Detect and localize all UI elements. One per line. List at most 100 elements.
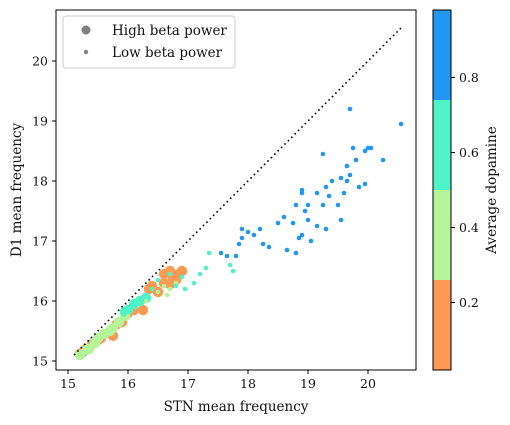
data-point — [257, 226, 263, 232]
colorbar-tick-label: 0.8 — [459, 70, 479, 85]
colorbar-bin — [433, 10, 451, 100]
data-point — [245, 229, 251, 235]
colorbar — [433, 10, 451, 370]
legend-marker-high-beta — [81, 25, 91, 35]
data-point — [302, 208, 308, 214]
y-tick-label: 20 — [32, 54, 48, 69]
data-point — [353, 157, 359, 163]
legend-marker-low-beta — [83, 49, 89, 55]
data-point — [314, 190, 320, 196]
data-point — [320, 151, 326, 157]
data-point — [284, 247, 290, 253]
data-point — [89, 343, 95, 349]
data-point — [101, 334, 107, 340]
data-point — [155, 277, 161, 283]
data-point — [113, 322, 119, 328]
colorbar-bin — [433, 190, 451, 280]
data-point — [197, 271, 203, 277]
data-point — [338, 175, 344, 181]
data-point — [167, 271, 173, 277]
data-point — [182, 286, 188, 292]
data-point — [347, 106, 353, 112]
data-point — [350, 145, 356, 151]
colorbar-tick-label: 0.6 — [459, 145, 479, 160]
data-point — [320, 202, 326, 208]
data-point — [368, 145, 374, 151]
data-point — [167, 286, 173, 292]
data-point — [137, 304, 149, 316]
data-point — [281, 214, 287, 220]
plot-frame — [55, 9, 417, 371]
y-tick-label: 15 — [32, 354, 48, 369]
data-point — [338, 217, 344, 223]
data-point — [293, 202, 299, 208]
y-tick-label: 17 — [32, 234, 48, 249]
colorbar-tick-label: 0.2 — [459, 295, 479, 310]
data-point — [314, 223, 320, 229]
data-point — [233, 253, 239, 259]
x-tick-label: 20 — [360, 376, 376, 391]
y-tick-label: 18 — [32, 174, 48, 189]
data-point — [326, 193, 332, 199]
data-point — [125, 313, 131, 319]
data-point — [80, 345, 92, 356]
data-point — [299, 187, 305, 193]
colorbar-tick-label: 0.4 — [459, 220, 479, 235]
data-point — [305, 202, 311, 208]
legend: High beta power Low beta power — [62, 15, 236, 69]
data-point — [293, 250, 299, 256]
x-tick-label: 17 — [180, 376, 196, 391]
data-point — [335, 202, 341, 208]
x-tick-label: 19 — [300, 376, 316, 391]
data-point — [164, 292, 170, 298]
x-tick-label: 15 — [60, 376, 76, 391]
data-point — [380, 157, 386, 163]
data-point — [329, 178, 335, 184]
data-point — [164, 279, 176, 290]
legend-label-low-beta: Low beta power — [112, 45, 223, 61]
data-point — [239, 235, 245, 241]
data-point — [323, 226, 329, 232]
data-point — [251, 232, 257, 238]
y-axis: 15 16 17 18 19 20 — [32, 54, 56, 369]
data-point — [92, 333, 104, 344]
data-point — [362, 181, 368, 187]
data-point — [239, 226, 245, 232]
data-point — [119, 316, 125, 322]
data-point — [299, 232, 305, 238]
x-tick-label: 18 — [240, 376, 256, 391]
x-axis-label: STN mean frequency — [164, 399, 309, 415]
data-point — [362, 148, 368, 154]
colorbar-label: Average dopamine — [484, 126, 500, 255]
data-point — [206, 250, 212, 256]
data-point — [398, 121, 404, 127]
x-axis: 15 16 17 18 19 20 — [60, 370, 376, 391]
colorbar-ticks: 0.2 0.4 0.6 0.8 — [451, 70, 479, 310]
y-axis-label: D1 mean frequency — [9, 123, 25, 258]
data-point — [173, 283, 179, 289]
data-point — [104, 325, 116, 337]
data-point — [296, 235, 302, 241]
colorbar-bin — [433, 100, 451, 190]
data-point — [290, 220, 296, 226]
data-point — [323, 184, 329, 190]
data-point — [191, 280, 197, 286]
data-point — [344, 163, 350, 169]
y-tick-label: 16 — [32, 294, 48, 309]
reference-line-group — [73, 27, 402, 356]
data-point — [308, 238, 314, 244]
legend-box — [62, 15, 236, 69]
data-point — [155, 289, 161, 295]
data-point — [224, 253, 230, 259]
legend-label-high-beta: High beta power — [112, 23, 227, 39]
data-point — [305, 217, 311, 223]
data-point — [203, 265, 209, 271]
data-point — [266, 244, 272, 250]
data-point — [344, 178, 350, 184]
data-point — [341, 190, 347, 196]
x-tick-label: 16 — [120, 376, 136, 391]
data-point — [347, 172, 353, 178]
data-point — [260, 241, 266, 247]
colorbar-frame — [432, 9, 452, 371]
